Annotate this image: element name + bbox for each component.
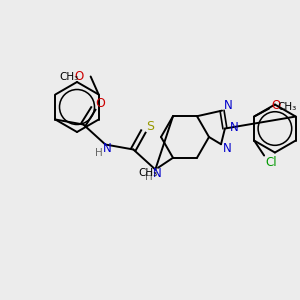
Text: N: N xyxy=(153,167,162,180)
Text: N: N xyxy=(230,121,238,134)
Text: O: O xyxy=(95,97,105,110)
Text: CH₃: CH₃ xyxy=(278,101,297,112)
Text: O: O xyxy=(74,70,83,83)
Text: H: H xyxy=(146,172,153,182)
Text: CH₃: CH₃ xyxy=(138,168,158,178)
Text: CH₃: CH₃ xyxy=(59,71,78,82)
Text: Cl: Cl xyxy=(265,156,277,169)
Text: N: N xyxy=(103,142,112,155)
Text: N: N xyxy=(223,142,231,155)
Text: O: O xyxy=(272,99,281,112)
Text: N: N xyxy=(224,99,233,112)
Text: S: S xyxy=(146,120,154,133)
Text: H: H xyxy=(95,148,103,158)
